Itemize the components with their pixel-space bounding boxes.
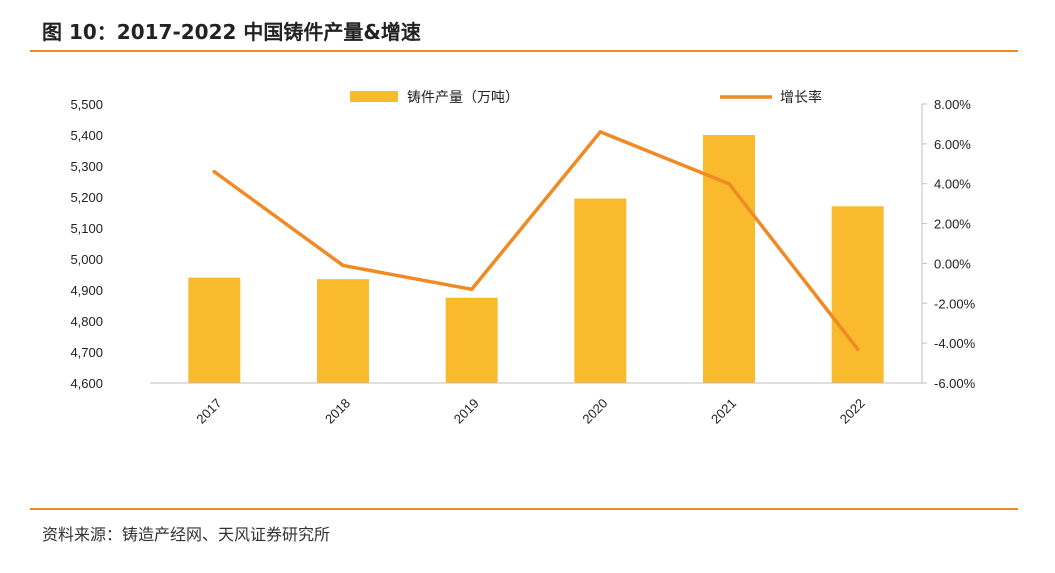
bar xyxy=(703,135,755,383)
x-axis-ticks: 2017 2018 2019 2020 2021 2022 xyxy=(193,396,867,427)
right-tick-label: 0.00% xyxy=(934,256,971,271)
left-axis-ticks: 4,600 4,700 4,800 4,900 5,000 5,100 5,200 5,300… xyxy=(70,97,103,391)
right-tick-label: 4.00% xyxy=(934,177,971,192)
x-tick-label: 2019 xyxy=(451,396,482,427)
right-tick-label: 6.00% xyxy=(934,137,971,152)
growth-rate-point xyxy=(598,130,603,134)
right-tick-label: -2.00% xyxy=(934,296,976,311)
bar xyxy=(188,277,241,383)
left-tick-label: 4,600 xyxy=(70,376,103,391)
right-tick-label: 8.00% xyxy=(934,97,971,112)
right-tick-label: -4.00% xyxy=(934,336,976,351)
left-tick-label: 5,200 xyxy=(70,190,103,205)
legend: 铸件产量（万吨） 增长率 xyxy=(350,89,822,105)
bar xyxy=(445,297,498,383)
right-tick-label: -6.00% xyxy=(934,376,976,391)
left-tick-label: 4,700 xyxy=(70,345,103,360)
growth-rate-point xyxy=(341,263,345,268)
x-tick-label: 2017 xyxy=(193,396,224,427)
left-tick-label: 5,000 xyxy=(70,252,103,267)
bar xyxy=(574,198,627,383)
legend-swatch-bar xyxy=(350,91,398,102)
x-tick-label: 2021 xyxy=(708,396,739,427)
left-tick-label: 5,500 xyxy=(70,97,103,112)
left-tick-label: 4,800 xyxy=(70,314,103,329)
x-tick-label: 2020 xyxy=(579,396,610,427)
legend-label-bar: 铸件产量（万吨） xyxy=(407,89,519,105)
line-series xyxy=(212,130,860,351)
left-tick-label: 5,400 xyxy=(70,128,103,143)
growth-rate-point xyxy=(727,181,731,186)
growth-rate-point xyxy=(469,287,474,292)
x-tick-label: 2018 xyxy=(322,396,353,427)
growth-rate-point xyxy=(855,347,860,351)
source-note: 资料来源：铸造产经网、天风证券研究所 xyxy=(42,525,331,544)
growth-rate-line xyxy=(212,130,860,351)
bar xyxy=(317,279,369,383)
growth-rate-point xyxy=(212,169,217,174)
right-tick-label: 2.00% xyxy=(934,217,971,232)
x-tick-label: 2022 xyxy=(837,396,868,427)
left-tick-label: 4,900 xyxy=(70,283,103,298)
figure-title: 图 10：2017-2022 中国铸件产量&增速 xyxy=(42,20,421,44)
bar-series xyxy=(188,135,884,383)
left-tick-label: 5,300 xyxy=(70,159,103,174)
legend-label-line: 增长率 xyxy=(780,89,822,105)
bottom-divider xyxy=(30,508,1018,510)
right-axis-ticks: -6.00% -4.00% -2.00% 0.00% 2.00% 4.00% 6.00% 8.… xyxy=(921,97,976,391)
bar xyxy=(831,206,884,383)
left-tick-label: 5,100 xyxy=(70,221,103,236)
top-divider xyxy=(30,50,1018,52)
